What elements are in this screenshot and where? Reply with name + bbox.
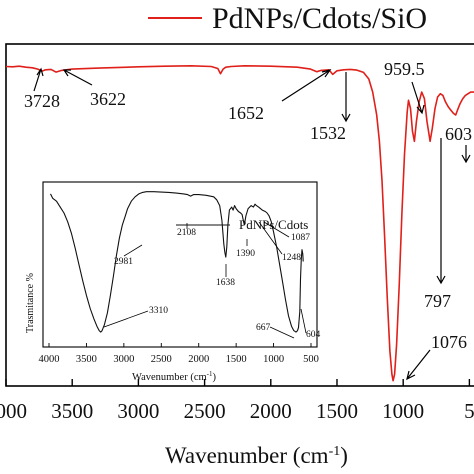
inset-annotation-2108: 2108 (177, 228, 196, 238)
inset-arrow-3310 (103, 310, 149, 328)
annotation-959-5: 959.5 (384, 59, 425, 79)
main-x-tick-label: 4000 (0, 399, 27, 423)
inset-x-tick-label: 4000 (39, 354, 60, 365)
main-x-axis: 4000 3500 3000 2500 2000 1500 1000 5 (0, 379, 474, 423)
inset-arrow-2981 (123, 244, 143, 257)
inset-plot-frame (42, 181, 318, 348)
inset-x-tick-label: 3500 (76, 354, 97, 365)
main-x-tick-label: 3000 (117, 399, 159, 423)
inset-annotation-1390: 1390 (236, 249, 255, 259)
annotation-797: 797 (424, 291, 451, 311)
inset-arrow-1087 (263, 221, 290, 238)
main-x-tick-label: 1500 (316, 399, 358, 423)
annotation-1652: 1652 (228, 103, 264, 123)
inset-arrow-667 (269, 326, 295, 339)
arrow-959-5 (411, 81, 425, 115)
main-spectrum-line (5, 65, 474, 382)
annotation-3622: 3622 (90, 89, 126, 109)
main-x-tick-label: 2000 (250, 399, 292, 423)
main-x-tick-label: 5 (464, 399, 474, 423)
annotation-1076: 1076 (431, 332, 467, 352)
arrow-1076 (406, 349, 431, 381)
inset-x-tick-label: 3000 (113, 354, 134, 365)
inset-arrow-1248 (258, 221, 283, 255)
inset-x-tick-label: 1000 (263, 354, 284, 365)
annotation-1532: 1532 (310, 123, 346, 143)
legend-label: PdNPs/Cdots/SiO (212, 2, 427, 35)
inset-arrow-604 (300, 308, 307, 334)
inset-annotation-3310: 3310 (149, 306, 168, 316)
inset-annotation-1638: 1638 (216, 278, 235, 288)
arrow-1652 (281, 69, 332, 102)
inset-x-tick-label: 1500 (226, 354, 247, 365)
arrow-3728 (33, 67, 44, 92)
arrow-797 (436, 138, 446, 285)
inset-x-axis-label: Wavenumber (cm-1) (132, 370, 217, 383)
inset-y-axis-label: Trasmitance % (25, 273, 36, 333)
annotation-3728: 3728 (24, 91, 60, 111)
inset-annotation-1248: 1248 (282, 253, 301, 263)
inset-chart: 4000 3500 3000 2500 2000 1500 1000 500 Wavenumb… (25, 181, 321, 383)
inset-x-tick-label: 500 (303, 354, 319, 365)
main-annotations: 3728 3622 1652 1532 959.5 603 797 1076 (24, 59, 472, 381)
inset-annotation-2981: 2981 (114, 257, 133, 267)
main-x-tick-label: 3500 (51, 399, 93, 423)
inset-annotation-667: 667 (256, 323, 271, 333)
main-x-axis-label: Wavenumber (cm-1) (165, 443, 348, 468)
inset-x-tick-label: 2000 (188, 354, 209, 365)
main-plot-frame (5, 43, 474, 387)
inset-annotation-1087: 1087 (291, 233, 310, 243)
inset-x-tick-label: 2500 (151, 354, 172, 365)
inset-legend-label: PdNPs/Cdots (239, 217, 308, 232)
main-x-tick-label: 2500 (184, 399, 226, 423)
inset-annotation-604: 604 (306, 330, 321, 340)
main-x-tick-label: 1000 (382, 399, 424, 423)
arrow-603 (461, 145, 471, 164)
arrow-3622 (62, 69, 93, 86)
inset-x-axis: 4000 3500 3000 2500 2000 1500 1000 500 (39, 343, 319, 365)
annotation-603: 603 (445, 124, 472, 144)
inset-spectrum-line (50, 191, 304, 333)
arrow-1532 (341, 72, 351, 123)
